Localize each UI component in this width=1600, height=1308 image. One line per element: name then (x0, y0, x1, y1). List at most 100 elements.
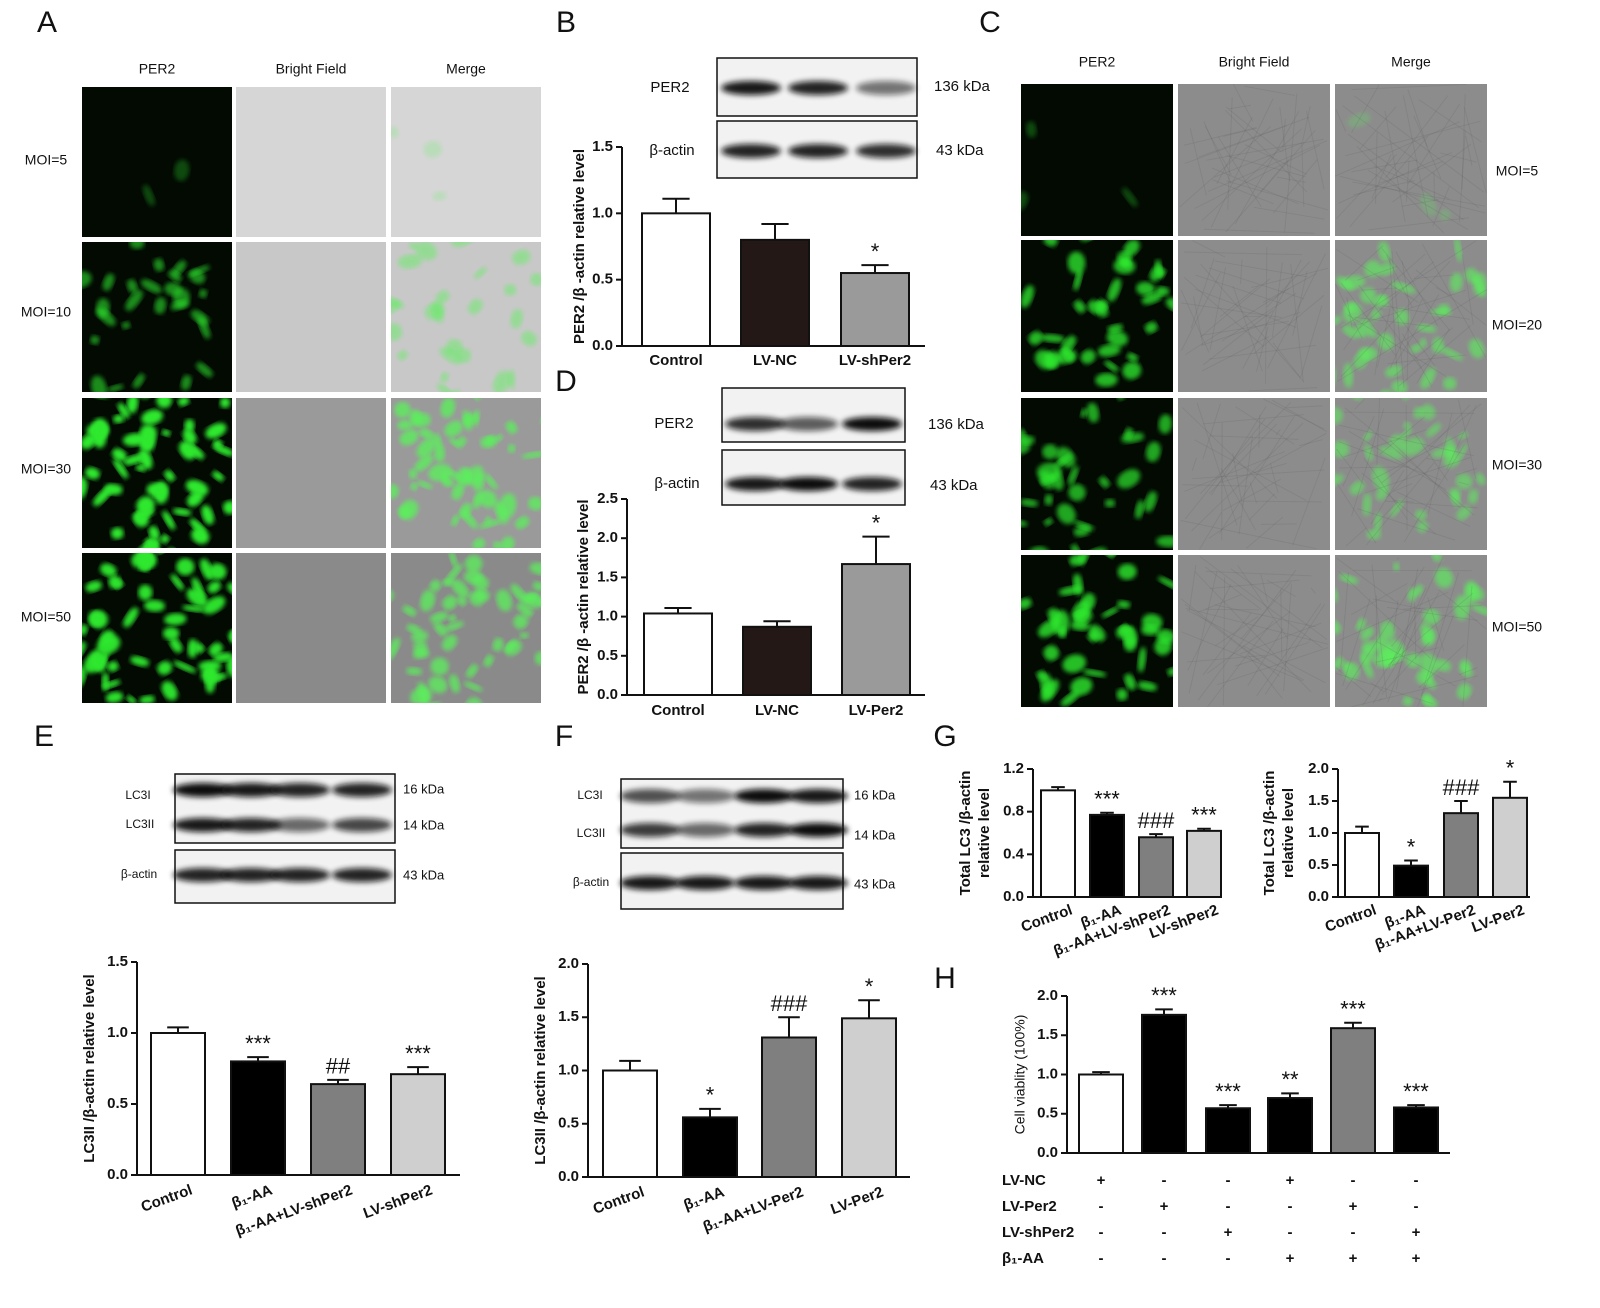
texture (1186, 654, 1266, 663)
blot-band (332, 818, 392, 832)
y-tick-label: 0.8 (1003, 803, 1024, 820)
cell (1124, 673, 1136, 691)
cell (96, 307, 116, 326)
y-axis-label: LC3II /β-actin relative level (81, 974, 98, 1162)
cell (187, 638, 198, 658)
texture (1245, 516, 1284, 549)
micrograph-bg (1021, 240, 1173, 392)
cell (472, 538, 485, 548)
texture (1292, 270, 1308, 336)
y-tick-label: 2.5 (597, 490, 618, 507)
cell (1154, 259, 1162, 277)
texture (1179, 126, 1272, 208)
cell (1137, 646, 1147, 673)
column-header: Bright Field (1219, 54, 1290, 70)
cell (1107, 278, 1122, 302)
bar (390, 1073, 446, 1177)
texture (1224, 109, 1308, 193)
texture (1209, 435, 1299, 440)
texture (1225, 106, 1282, 153)
cell (1377, 295, 1389, 308)
cell (1082, 669, 1107, 677)
error-bar (763, 620, 791, 627)
cell (451, 242, 476, 247)
texture (1181, 598, 1281, 677)
cell (391, 484, 399, 499)
y-axis-label: Cell viablity (100%) (1012, 1015, 1028, 1135)
panel-letter: D (555, 365, 577, 398)
bar (841, 563, 911, 697)
cell (189, 518, 205, 534)
texture (1458, 130, 1466, 223)
cell (1156, 535, 1173, 548)
texture (1273, 159, 1318, 214)
texture (1271, 262, 1283, 338)
cell (1468, 338, 1485, 359)
cell (82, 476, 88, 500)
cell (1433, 659, 1452, 672)
cell (1117, 469, 1141, 489)
texture (1371, 153, 1392, 199)
x-tick-label: LV-NC (755, 702, 799, 719)
texture (1266, 261, 1311, 308)
cell (532, 581, 541, 591)
cell (1413, 406, 1424, 419)
micrograph-content (1335, 398, 1487, 550)
y-tick-label: 0.0 (1003, 888, 1024, 905)
cell (1167, 667, 1173, 676)
texture (1279, 107, 1291, 182)
condition-mark: + (1349, 1198, 1358, 1215)
cell (1145, 441, 1161, 462)
texture (1242, 645, 1305, 681)
texture (1183, 127, 1257, 146)
texture (1214, 616, 1259, 647)
micrograph (1178, 398, 1330, 550)
texture (1335, 109, 1347, 132)
cell (173, 660, 197, 673)
cell (457, 596, 467, 607)
texture (1220, 462, 1287, 483)
texture (1363, 458, 1408, 520)
texture (1272, 342, 1305, 383)
cell (391, 323, 403, 341)
blot-band (221, 783, 281, 797)
blot-label: LC3II (577, 826, 606, 840)
error-bar (167, 1026, 189, 1033)
cell (1401, 437, 1425, 456)
cell (125, 289, 143, 311)
condition-mark: - (1162, 1224, 1167, 1241)
cell (185, 479, 209, 496)
cell (1070, 677, 1093, 696)
cell (93, 431, 104, 442)
cell (1028, 331, 1043, 345)
cell (1096, 299, 1108, 311)
x-tick-label: Control (1323, 902, 1379, 936)
cell (1456, 506, 1471, 521)
cell (1420, 367, 1436, 389)
error-bar (761, 222, 789, 240)
blot-size: 16 kDa (403, 781, 445, 796)
texture (1284, 93, 1298, 233)
cell (1158, 414, 1173, 434)
panel-letter: A (37, 6, 57, 39)
blot-label: LC3I (125, 788, 150, 802)
cell (1422, 608, 1440, 625)
bar (840, 272, 910, 347)
row-label: MOI=30 (1492, 457, 1542, 473)
texture (1227, 97, 1233, 210)
texture (1387, 622, 1417, 703)
texture (1374, 337, 1382, 376)
texture (1380, 253, 1426, 293)
micrograph (1335, 240, 1487, 392)
y-tick-label: 2.0 (1308, 760, 1329, 777)
bar (742, 625, 812, 696)
cell (1123, 634, 1137, 652)
cell (1068, 484, 1086, 501)
cell (448, 614, 457, 623)
cell (1415, 509, 1427, 521)
cell (484, 516, 492, 524)
texture (1359, 106, 1397, 150)
panel-letter: C (979, 6, 1001, 39)
texture (1209, 579, 1300, 590)
texture (1230, 568, 1328, 640)
